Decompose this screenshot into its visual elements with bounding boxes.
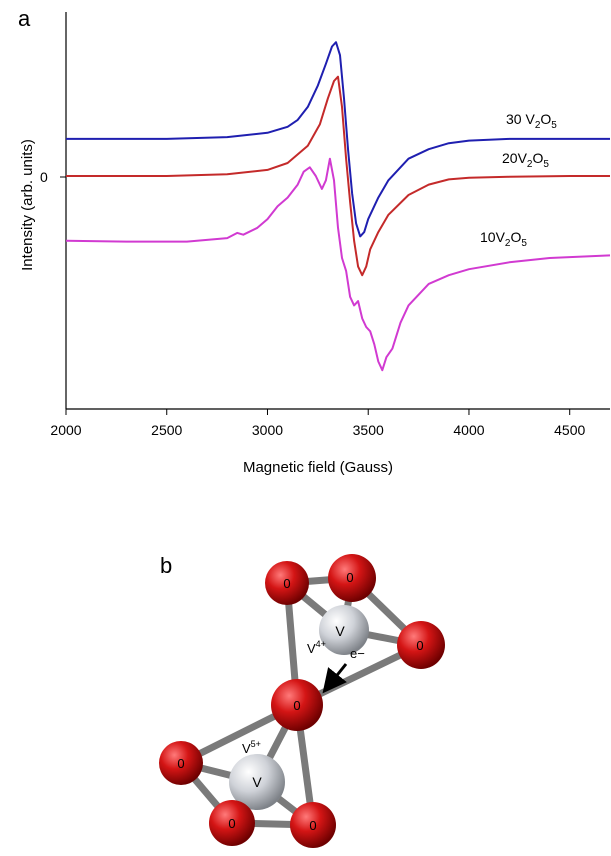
series-label-30: 30 V2O5: [506, 111, 557, 131]
electron-transfer-arrow: [322, 663, 348, 694]
series-label-10: 10V2O5: [480, 229, 527, 249]
x-tick-label: 4000: [453, 422, 484, 438]
oxygen-label: 0: [346, 570, 353, 585]
x-tick-label: 3000: [252, 422, 283, 438]
oxygen-atom: [397, 621, 445, 669]
series-label-20: 20V2O5: [502, 150, 549, 170]
x-tick-label: 4500: [554, 422, 585, 438]
electron-label: e−: [350, 646, 365, 661]
v5-charge-label: V5+: [242, 739, 261, 756]
series-line-1: [66, 75, 610, 277]
oxygen-atom: [271, 679, 323, 731]
vanadium-atom: [229, 754, 285, 810]
x-tick-label: 2500: [151, 422, 182, 438]
atom-o-5: 0: [159, 741, 203, 785]
atom-o-6: 0: [209, 800, 255, 846]
oxygen-label: 0: [416, 638, 423, 653]
x-ticks: 2000 2500 3000 3500 4000 4500: [50, 409, 585, 438]
oxygen-atom: [265, 561, 309, 605]
atom-o-3: 0: [397, 621, 445, 669]
spectrum-chart: 0 2000 2500 3000 3500 4000 4500 Magnetic fiel…: [19, 12, 611, 476]
panel-b-label: b: [160, 553, 172, 578]
series-line-0: [66, 41, 610, 238]
atom-v-upper: V: [319, 605, 369, 655]
oxygen-atom: [159, 741, 203, 785]
oxygen-label: 0: [228, 816, 235, 831]
atom-v-lower: V: [229, 754, 285, 810]
vanadium-label: V: [252, 774, 262, 790]
series-lines: [65, 41, 611, 372]
vanadium-atom: [319, 605, 369, 655]
x-tick-label: 2000: [50, 422, 81, 438]
oxygen-label: 0: [293, 698, 300, 713]
atom-o-4: 0: [271, 679, 323, 731]
x-tick-label: 3500: [353, 422, 384, 438]
y-axis-label: Intensity (arb. units): [19, 139, 36, 271]
atom-o-7: 0: [290, 802, 336, 848]
series-line-2: [65, 157, 611, 372]
oxygen-atom: [209, 800, 255, 846]
y-zero-tick-label: 0: [40, 169, 48, 185]
oxygen-label: 0: [177, 756, 184, 771]
atom-o-1: 0: [265, 561, 309, 605]
oxygen-label: 0: [309, 818, 316, 833]
vanadium-label: V: [335, 623, 345, 639]
v4-charge-label: V4+: [307, 639, 326, 656]
oxygen-atom: [328, 554, 376, 602]
panel-a-label: a: [18, 6, 31, 31]
oxygen-atom: [290, 802, 336, 848]
atom-o-2: 0: [328, 554, 376, 602]
oxygen-label: 0: [283, 576, 290, 591]
molecule-diagram: V V 0 0 0 0 0 0: [159, 554, 445, 848]
x-axis-label: Magnetic field (Gauss): [243, 459, 393, 476]
